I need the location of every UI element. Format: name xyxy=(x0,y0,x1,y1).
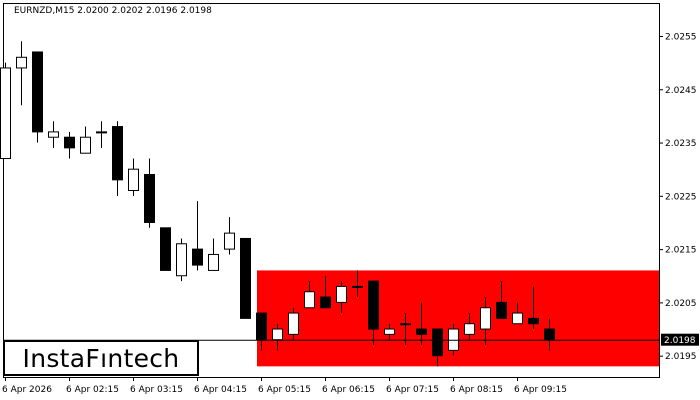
x-tick-label: 6 Apr 02:15 xyxy=(66,385,119,395)
candle-body-bearish xyxy=(432,328,443,357)
candle-12 xyxy=(192,201,203,271)
candle-23 xyxy=(368,280,379,346)
candle-body-bullish xyxy=(336,285,347,303)
candle-body-bearish xyxy=(144,174,155,223)
candle-body-bearish xyxy=(160,227,171,271)
candle-34 xyxy=(544,318,555,351)
current-price-tag: 2.0198 xyxy=(661,333,699,346)
candle-32 xyxy=(512,302,523,325)
candle-2 xyxy=(32,51,43,143)
bearish-rectangle-zone xyxy=(257,270,659,367)
y-tick-label: 2.0195 xyxy=(665,352,697,362)
x-tick-label: 6 Apr 08:15 xyxy=(450,385,503,395)
candle-body-bullish xyxy=(208,253,219,271)
candle-body-bullish xyxy=(464,323,475,335)
candle-body-bearish xyxy=(112,126,123,181)
candle-body-bullish xyxy=(304,291,315,309)
candle-19 xyxy=(304,281,315,309)
y-tick-label: 2.0245 xyxy=(665,86,697,96)
candle-22 xyxy=(352,270,363,298)
candle-body-bearish xyxy=(368,280,379,330)
current-price-label: 2.0198 xyxy=(664,336,696,346)
candles xyxy=(0,41,555,367)
x-tick-label: 6 Apr 2026 xyxy=(2,385,52,395)
y-tick-label: 2.0225 xyxy=(665,192,697,202)
candle-14 xyxy=(224,217,235,255)
candle-body-bullish xyxy=(400,323,411,326)
candle-31 xyxy=(496,281,507,319)
x-axis: 6 Apr 2026 6 Apr 02:15 6 Apr 03:15 6 Apr 04… xyxy=(2,377,567,395)
y-axis: 2.0255 2.0245 2.0235 2.0225 2.0215 2.0205 2.01… xyxy=(659,32,697,362)
candle-29 xyxy=(464,313,475,340)
candle-body-bullish xyxy=(384,328,395,335)
candle-body-bearish xyxy=(192,248,203,266)
y-tick-label: 2.0255 xyxy=(665,32,697,42)
candle-body-bullish xyxy=(224,232,235,250)
current-price-tag-bg xyxy=(661,333,699,346)
candle-body-bullish xyxy=(16,56,27,69)
candle-13 xyxy=(208,238,219,271)
candle-11 xyxy=(176,238,187,282)
candle-body-bullish xyxy=(448,328,459,351)
candle-16 xyxy=(256,312,267,351)
candle-body-bearish xyxy=(544,328,555,341)
candle-1 xyxy=(16,41,27,106)
candle-body-bearish xyxy=(256,312,267,341)
instafintech-logo: InstaFıntech xyxy=(3,340,199,376)
candle-body-bearish xyxy=(320,296,331,309)
chart-title: EURNZD,M15 2.0200 2.0202 2.0196 2.0198 xyxy=(14,6,212,16)
candle-0 xyxy=(0,62,11,160)
candle-body-bullish xyxy=(128,168,139,191)
candle-body-bearish xyxy=(240,237,251,319)
candle-7 xyxy=(112,121,123,196)
candle-body-bullish xyxy=(176,243,187,277)
y-tick-label: 2.0205 xyxy=(665,299,697,309)
x-tick-label: 6 Apr 09:15 xyxy=(514,385,567,395)
candle-15 xyxy=(240,237,251,319)
candle-9 xyxy=(144,158,155,228)
x-tick-label: 6 Apr 04:15 xyxy=(194,385,247,395)
candle-body-bullish xyxy=(272,328,283,341)
candle-body-bullish xyxy=(352,285,363,288)
candle-body-bearish xyxy=(528,317,539,325)
x-tick-label: 6 Apr 05:15 xyxy=(258,385,311,395)
candle-5 xyxy=(80,126,91,154)
candle-body-bullish xyxy=(512,312,523,325)
candle-body-bullish xyxy=(288,312,299,335)
candle-17 xyxy=(272,323,283,351)
x-tick-label: 6 Apr 07:15 xyxy=(386,385,439,395)
candle-25 xyxy=(400,313,411,346)
x-tick-label: 6 Apr 03:15 xyxy=(130,385,183,395)
candle-24 xyxy=(384,323,395,340)
candle-body-bearish xyxy=(32,51,43,133)
candle-6 xyxy=(96,121,107,148)
x-tick-label: 6 Apr 06:15 xyxy=(322,385,375,395)
candle-body-bullish xyxy=(480,307,491,330)
candle-body-bullish xyxy=(48,131,59,138)
candle-21 xyxy=(336,281,347,314)
candle-4 xyxy=(64,131,75,159)
candle-body-bullish xyxy=(96,131,107,134)
candle-30 xyxy=(480,297,491,346)
candle-18 xyxy=(288,307,299,340)
candle-27 xyxy=(432,328,443,367)
candle-body-bearish xyxy=(416,328,427,335)
candle-10 xyxy=(160,227,171,271)
y-tick-label: 2.0235 xyxy=(665,139,697,149)
candle-body-bearish xyxy=(496,301,507,319)
candle-26 xyxy=(416,302,427,346)
candle-body-bullish xyxy=(80,136,91,154)
candle-body-bearish xyxy=(64,136,75,149)
y-tick-label: 2.0215 xyxy=(665,246,697,256)
candle-body-bullish xyxy=(0,67,11,160)
candle-20 xyxy=(320,275,331,309)
candle-8 xyxy=(128,158,139,196)
candle-3 xyxy=(48,121,59,148)
candle-33 xyxy=(528,286,539,330)
